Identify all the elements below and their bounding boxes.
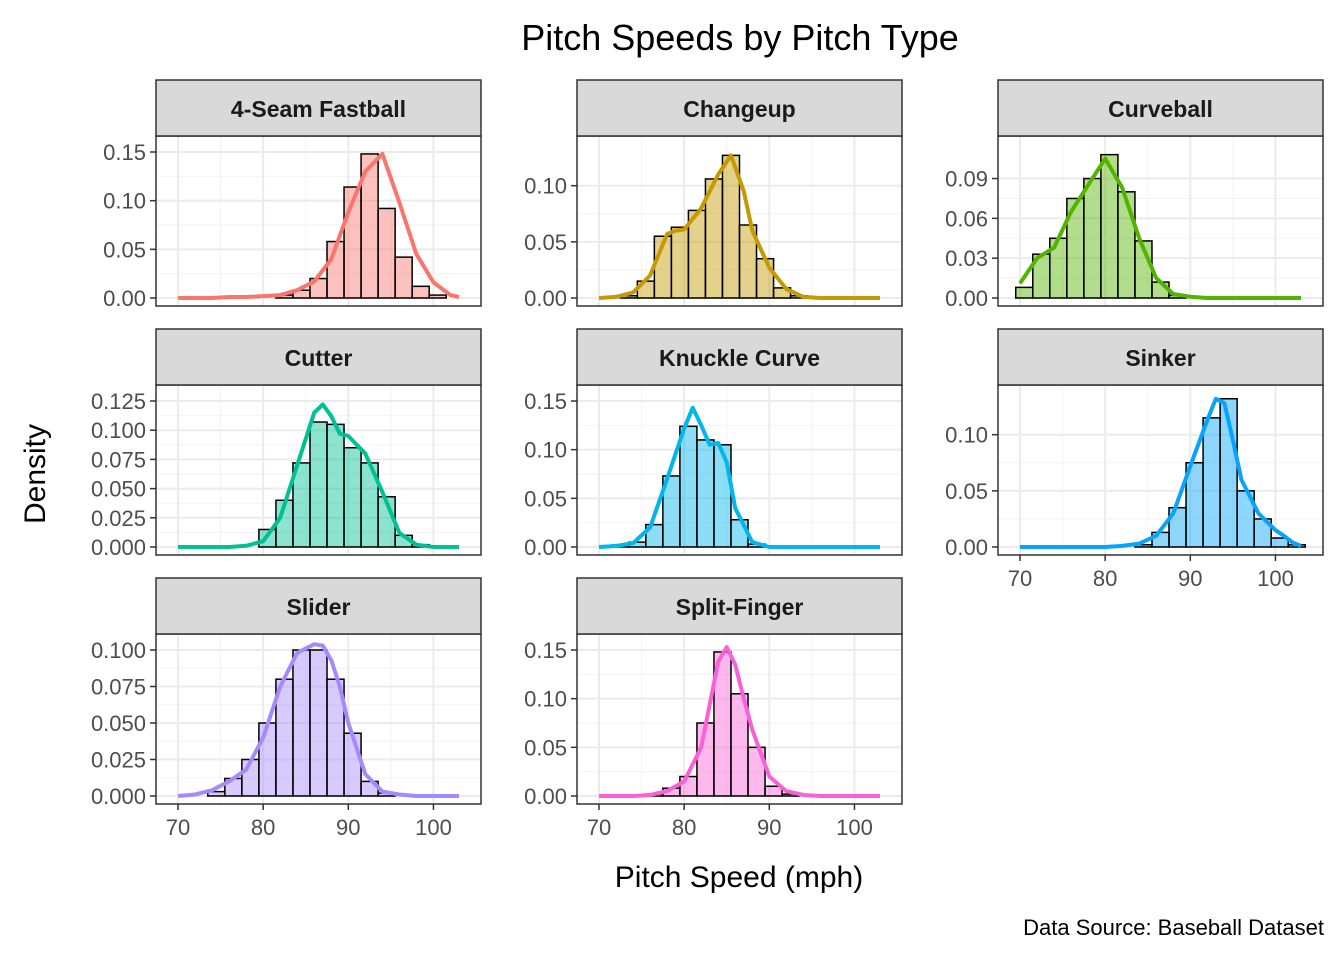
y-tick-label: 0.050 bbox=[91, 477, 146, 502]
histogram-bar bbox=[412, 286, 429, 298]
facet-strip-label: Split-Finger bbox=[676, 594, 804, 620]
y-tick-label: 0.050 bbox=[91, 711, 146, 736]
facet-strip-label: Cutter bbox=[285, 345, 353, 371]
histogram-bar bbox=[259, 723, 276, 796]
y-tick-label: 0.06 bbox=[945, 206, 988, 231]
y-tick-label: 0.15 bbox=[524, 638, 567, 663]
histogram-bar bbox=[327, 424, 344, 547]
y-tick-label: 0.00 bbox=[945, 535, 988, 560]
histogram-bar bbox=[344, 733, 361, 796]
y-tick-label: 0.00 bbox=[103, 286, 146, 311]
facet-panel: Curveball 0.00 0.03 0.06 0.09 bbox=[945, 80, 1323, 311]
histogram-bar bbox=[680, 426, 697, 547]
x-tick-label: 80 bbox=[251, 815, 275, 840]
y-tick-label: 0.025 bbox=[91, 506, 146, 531]
x-tick-label: 70 bbox=[587, 815, 611, 840]
y-tick-label: 0.025 bbox=[91, 748, 146, 773]
histogram-bar bbox=[1016, 287, 1033, 298]
x-tick-label: 90 bbox=[1178, 566, 1202, 591]
y-tick-label: 0.000 bbox=[91, 784, 146, 809]
y-tick-label: 0.10 bbox=[945, 423, 988, 448]
facet-panel: Sinker 0.00 0.05 0.10 70 80 90 100 bbox=[945, 329, 1323, 591]
facet-strip-label: Sinker bbox=[1125, 345, 1195, 371]
x-tick-label: 90 bbox=[336, 815, 360, 840]
x-tick-label: 100 bbox=[1257, 566, 1294, 591]
y-tick-label: 0.100 bbox=[91, 638, 146, 663]
histogram-bar bbox=[1084, 179, 1101, 298]
histogram-bar bbox=[697, 440, 714, 547]
caption: Data Source: Baseball Dataset bbox=[1023, 915, 1324, 940]
x-tick-label: 100 bbox=[836, 815, 873, 840]
histogram-bar bbox=[429, 295, 446, 298]
y-tick-label: 0.05 bbox=[524, 230, 567, 255]
y-tick-label: 0.10 bbox=[524, 438, 567, 463]
x-tick-label: 80 bbox=[1093, 566, 1117, 591]
x-tick-label: 70 bbox=[166, 815, 190, 840]
y-tick-label: 0.10 bbox=[524, 687, 567, 712]
facet-panel: Slider 0.000 0.025 0.050 0.075 0.100 70 80 90 100 bbox=[91, 578, 481, 840]
histogram-bar bbox=[757, 259, 774, 298]
facet-panel: Split-Finger 0.00 0.05 0.10 0.15 70 80 90 100 bbox=[524, 578, 902, 840]
x-tick-label: 90 bbox=[757, 815, 781, 840]
facet-strip-label: Changeup bbox=[683, 96, 795, 122]
y-tick-label: 0.100 bbox=[91, 418, 146, 443]
facet-strip-label: Curveball bbox=[1108, 96, 1213, 122]
y-tick-label: 0.00 bbox=[524, 535, 567, 560]
y-tick-label: 0.09 bbox=[945, 167, 988, 192]
x-axis-title: Pitch Speed (mph) bbox=[615, 861, 863, 894]
facet-panel: Cutter 0.000 0.025 0.050 0.075 0.100 0.125 bbox=[91, 329, 481, 560]
y-tick-label: 0.15 bbox=[103, 140, 146, 165]
y-tick-label: 0.15 bbox=[524, 389, 567, 414]
y-tick-label: 0.10 bbox=[103, 189, 146, 214]
histogram-bar bbox=[1203, 418, 1220, 547]
y-tick-label: 0.03 bbox=[945, 246, 988, 271]
histogram-bar bbox=[293, 650, 310, 796]
y-tick-label: 0.125 bbox=[91, 389, 146, 414]
histogram-bar bbox=[680, 777, 697, 796]
y-tick-label: 0.05 bbox=[524, 486, 567, 511]
x-tick-label: 100 bbox=[415, 815, 452, 840]
y-tick-label: 0.05 bbox=[945, 479, 988, 504]
histogram-bar bbox=[378, 208, 395, 298]
histogram-bar bbox=[731, 520, 748, 547]
facet-panel: Changeup 0.00 0.05 0.10 bbox=[524, 80, 902, 311]
facet-panel: Knuckle Curve 0.00 0.05 0.10 0.15 bbox=[524, 329, 902, 560]
y-tick-label: 0.10 bbox=[524, 174, 567, 199]
y-tick-label: 0.075 bbox=[91, 675, 146, 700]
y-tick-label: 0.05 bbox=[524, 735, 567, 760]
y-tick-label: 0.000 bbox=[91, 535, 146, 560]
chart-title: Pitch Speeds by Pitch Type bbox=[521, 17, 959, 58]
y-tick-label: 0.00 bbox=[945, 286, 988, 311]
x-tick-label: 80 bbox=[672, 815, 696, 840]
y-tick-label: 0.075 bbox=[91, 447, 146, 472]
facet-panel: 4-Seam Fastball 0.00 0.05 0.10 0.15 bbox=[103, 80, 481, 311]
y-tick-label: 0.00 bbox=[524, 784, 567, 809]
facet-strip-label: 4-Seam Fastball bbox=[231, 96, 406, 122]
histogram-bar bbox=[1118, 192, 1135, 298]
histogram-bar bbox=[671, 227, 688, 298]
panels: 4-Seam Fastball 0.00 0.05 0.10 0.15 Changeup 0… bbox=[91, 80, 1323, 840]
y-tick-label: 0.05 bbox=[103, 237, 146, 262]
facet-strip-label: Knuckle Curve bbox=[659, 345, 820, 371]
y-axis-title: Density bbox=[19, 424, 52, 524]
y-tick-label: 0.00 bbox=[524, 286, 567, 311]
histogram-bar bbox=[714, 445, 731, 547]
histogram-bar bbox=[344, 448, 361, 547]
histogram-bar bbox=[310, 422, 327, 547]
histogram-bar bbox=[310, 650, 327, 796]
facet-strip-label: Slider bbox=[287, 594, 351, 620]
x-tick-label: 70 bbox=[1008, 566, 1032, 591]
histogram-bar bbox=[395, 257, 412, 298]
